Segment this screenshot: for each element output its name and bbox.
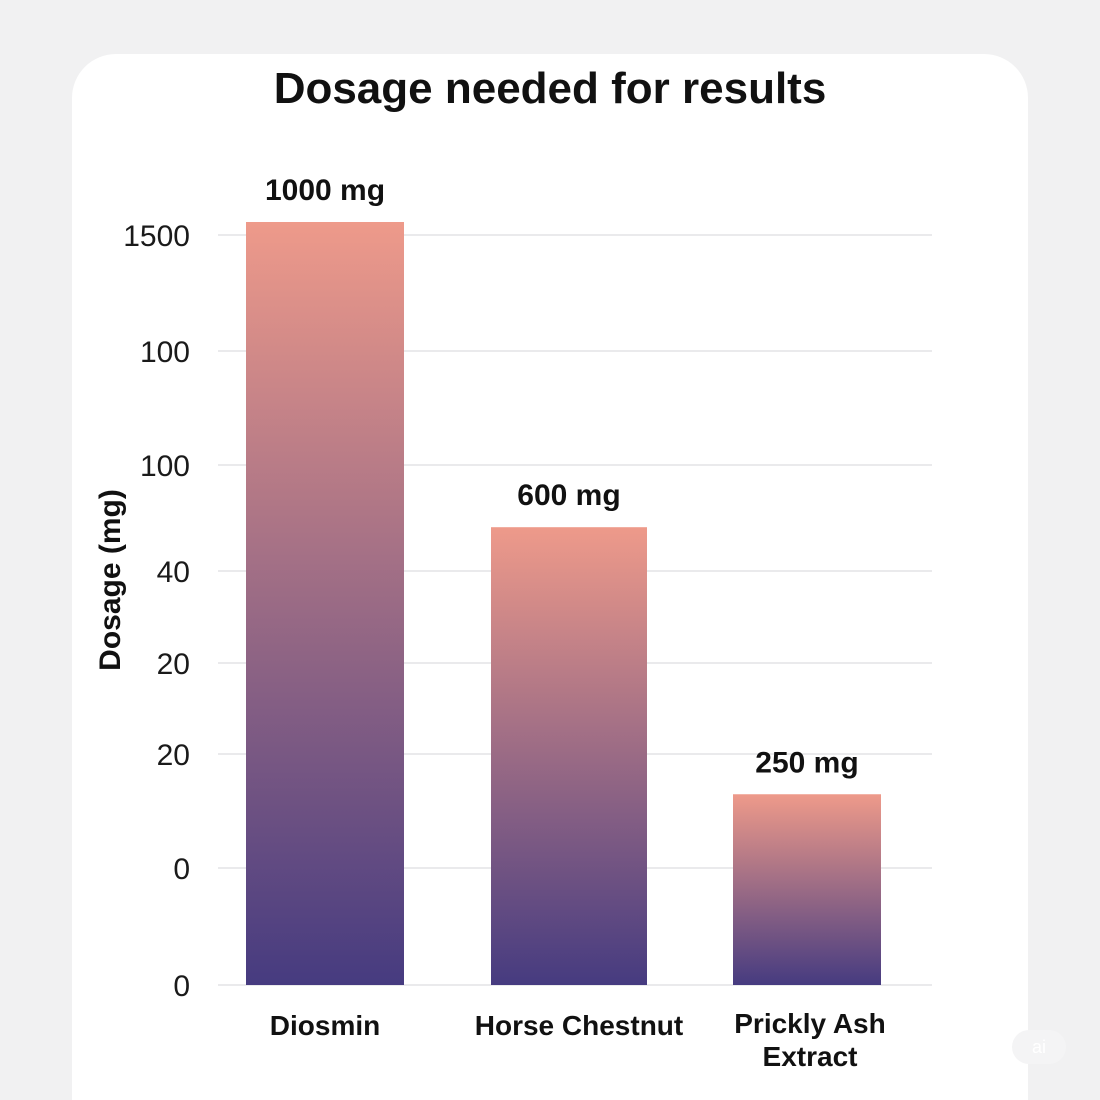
bar bbox=[246, 222, 404, 985]
bar-value-label: 600 mg bbox=[517, 479, 620, 512]
bar bbox=[733, 794, 881, 985]
y-tick-label: 1500 bbox=[123, 220, 190, 253]
bar bbox=[491, 527, 647, 985]
x-category-label: Extract bbox=[763, 1041, 858, 1072]
chart-title: Dosage needed for results bbox=[273, 64, 827, 113]
y-tick-label: 40 bbox=[157, 556, 190, 589]
watermark-logo: ai bbox=[1012, 1030, 1066, 1064]
y-tick-label: 100 bbox=[140, 450, 190, 483]
y-axis-title: Dosage (mg) bbox=[94, 489, 127, 671]
y-tick-label: 20 bbox=[157, 739, 190, 772]
bar-value-label: 1000 mg bbox=[265, 174, 385, 207]
y-tick-label: 0 bbox=[173, 853, 190, 886]
bar-value-label: 250 mg bbox=[755, 746, 858, 779]
y-tick-label: 20 bbox=[157, 648, 190, 681]
x-category-label: Diosmin bbox=[270, 1010, 380, 1041]
x-category-label: Horse Chestnut bbox=[475, 1010, 683, 1041]
y-tick-label: 0 bbox=[173, 970, 190, 1003]
y-tick-label: 100 bbox=[140, 336, 190, 369]
x-category-label: Prickly Ash bbox=[734, 1008, 885, 1039]
